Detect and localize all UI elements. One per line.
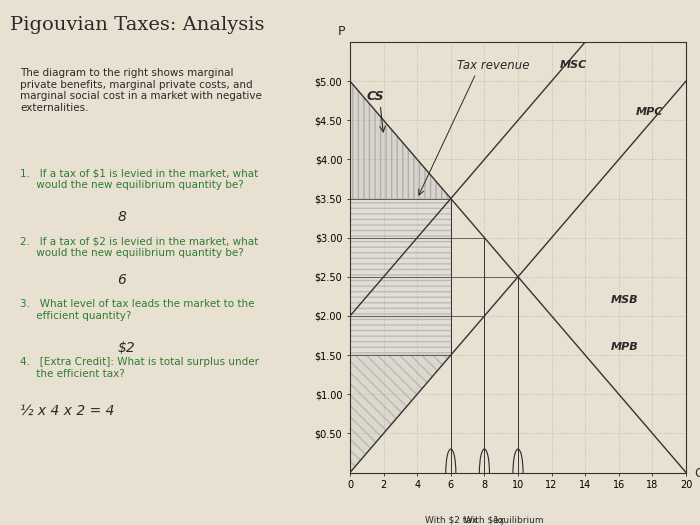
Text: 4.   [Extra Credit]: What is total surplus under
     the efficient tax?: 4. [Extra Credit]: What is total surplus… [20, 357, 259, 379]
Text: MSB: MSB [610, 295, 638, 306]
Text: MPC: MPC [636, 108, 663, 118]
Text: P: P [338, 25, 345, 38]
Text: The diagram to the right shows marginal
private benefits, marginal private costs: The diagram to the right shows marginal … [20, 68, 262, 113]
Text: CS: CS [366, 90, 384, 103]
Text: With $2 tax: With $2 tax [425, 516, 477, 524]
Text: 3.   What level of tax leads the market to the
     efficient quantity?: 3. What level of tax leads the market to… [20, 299, 255, 321]
Text: 2.   If a tax of $2 is levied in the market, what
     would the new equilibrium: 2. If a tax of $2 is levied in the marke… [20, 236, 258, 258]
Text: ½ x 4 x 2 = 4: ½ x 4 x 2 = 4 [20, 404, 115, 418]
Text: MSC: MSC [560, 60, 587, 70]
Text: MPB: MPB [610, 342, 638, 352]
Text: 8: 8 [118, 210, 127, 224]
Text: 1.   If a tax of $1 is levied in the market, what
     would the new equilibrium: 1. If a tax of $1 is levied in the marke… [20, 168, 258, 190]
Text: Pigouvian Taxes: Analysis: Pigouvian Taxes: Analysis [10, 16, 265, 34]
Text: equilibrium: equilibrium [492, 516, 544, 524]
Text: $2: $2 [118, 341, 135, 355]
Text: Tax revenue: Tax revenue [456, 59, 529, 72]
Text: With $1x: With $1x [464, 516, 505, 524]
Text: 6: 6 [118, 273, 127, 287]
Text: Q: Q [694, 466, 700, 479]
